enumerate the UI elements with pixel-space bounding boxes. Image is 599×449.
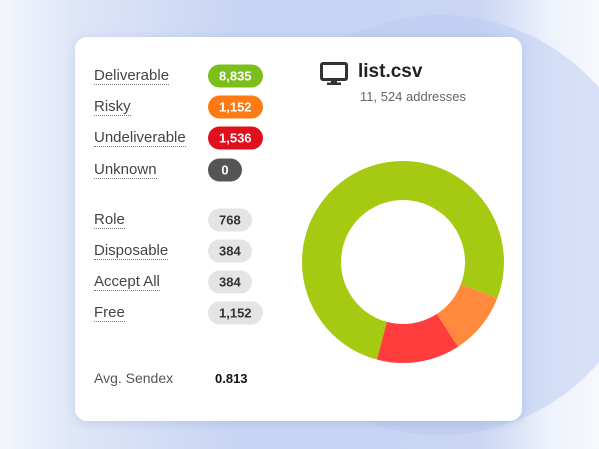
sendex-label: Avg. Sendex bbox=[94, 370, 174, 386]
donut-chart bbox=[302, 160, 504, 363]
donut-slice bbox=[436, 284, 498, 347]
attribute-label: Free bbox=[94, 304, 125, 322]
status-label: Unknown bbox=[94, 161, 157, 179]
monitor-icon bbox=[320, 62, 348, 85]
attribute-count: 1,152 bbox=[208, 301, 263, 325]
sendex-value: 0.813 bbox=[215, 371, 248, 386]
status-count: 8,835 bbox=[208, 64, 263, 88]
attribute-label: Role bbox=[94, 211, 125, 229]
file-name: list.csv bbox=[358, 61, 423, 82]
attribute-count: 384 bbox=[208, 239, 252, 263]
attribute-count: 384 bbox=[208, 270, 252, 294]
status-count: 1,536 bbox=[208, 126, 263, 150]
status-count: 1,152 bbox=[208, 95, 263, 119]
status-label: Deliverable bbox=[94, 67, 170, 85]
status-label: Risky bbox=[94, 98, 131, 116]
attribute-count: 768 bbox=[208, 208, 252, 232]
donut-slice bbox=[302, 160, 504, 360]
address-count: 11, 524 addresses bbox=[360, 89, 466, 104]
donut-slice bbox=[376, 314, 458, 363]
attribute-label: Disposable bbox=[94, 242, 169, 260]
status-count: 0 bbox=[208, 158, 242, 182]
result-card bbox=[75, 37, 522, 421]
attribute-label: Accept All bbox=[94, 273, 160, 291]
status-label: Undeliverable bbox=[94, 129, 186, 147]
